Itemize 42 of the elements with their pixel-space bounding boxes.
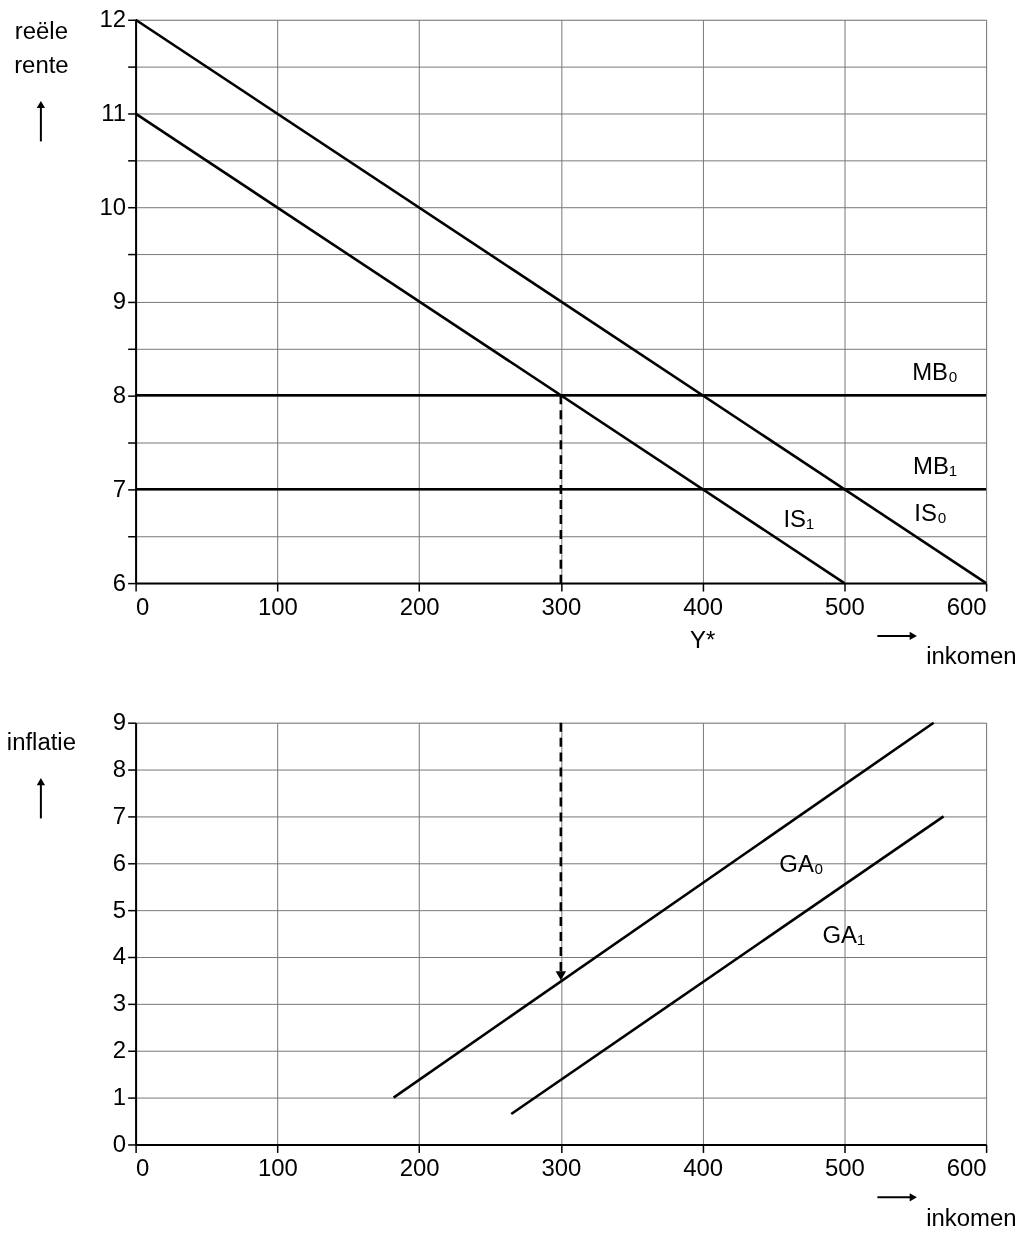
- y-tick-label: 7: [112, 801, 127, 829]
- series-label: MB₁: [913, 452, 958, 480]
- y-tick-label: 1: [112, 1083, 127, 1111]
- x-tick-label: 500: [824, 1153, 865, 1181]
- x-tick-label: 100: [257, 1153, 298, 1181]
- x-tick-label: 200: [399, 1153, 440, 1181]
- y-tick-label: 7: [112, 474, 127, 502]
- y-tick-label: 6: [112, 568, 127, 596]
- series-label: GA₁: [822, 920, 866, 948]
- y-tick-label: 6: [112, 848, 127, 876]
- y-tick-label: 10: [99, 193, 127, 221]
- x-tick-label: 400: [683, 1153, 724, 1181]
- y-tick-label: 8: [112, 755, 127, 783]
- y-tick-label: 9: [112, 708, 127, 736]
- x-tick-label: 600: [946, 592, 987, 620]
- y-axis-title: inflatie: [6, 728, 76, 756]
- series-label: MB₀: [912, 358, 958, 386]
- x-tick-label: 0: [136, 592, 150, 620]
- y-tick-label: 8: [112, 380, 127, 408]
- y-tick-label: 3: [112, 989, 127, 1017]
- series-label: GA₀: [779, 850, 824, 878]
- x-tick-label: 200: [399, 592, 440, 620]
- x-tick-label: 500: [824, 592, 865, 620]
- series-label: IS₀: [914, 498, 947, 526]
- series-label: IS₁: [783, 505, 815, 533]
- y-tick-label: 0: [112, 1129, 127, 1157]
- x-tick-label: 100: [257, 592, 298, 620]
- x-tick-label: 0: [136, 1153, 150, 1181]
- y-tick-label: 5: [112, 895, 127, 923]
- text: Y*: [689, 625, 716, 653]
- y-tick-label: 9: [112, 286, 127, 314]
- x-axis-title: inkomen: [926, 642, 1017, 670]
- x-tick-label: 300: [541, 592, 582, 620]
- x-tick-label: 300: [541, 1153, 582, 1181]
- y-tick-label: 12: [99, 5, 127, 33]
- y-tick-label: 4: [112, 942, 127, 970]
- y-axis-title: reële rente: [14, 17, 69, 79]
- x-tick-label: 400: [683, 592, 724, 620]
- x-axis-title: inkomen: [926, 1203, 1017, 1231]
- y-tick-label: 11: [101, 99, 127, 127]
- x-tick-label: 600: [946, 1153, 987, 1181]
- y-tick-label: 2: [112, 1036, 127, 1064]
